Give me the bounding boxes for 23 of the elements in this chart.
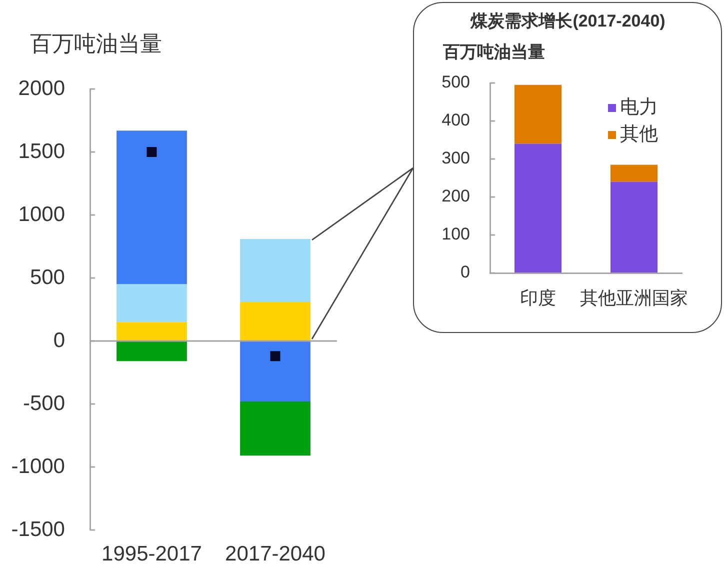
y-axis-title: 百万吨油当量 bbox=[30, 31, 162, 56]
x-tick-label: 1995-2017 bbox=[102, 542, 202, 566]
y-tick-label: -500 bbox=[22, 392, 65, 415]
y-axis-title: 百万吨油当量 bbox=[442, 42, 545, 62]
y-tick-label: -1000 bbox=[11, 454, 65, 478]
legend-label: 其他 bbox=[620, 124, 658, 146]
y-tick-label: 400 bbox=[442, 110, 470, 130]
legend-label: 电力 bbox=[620, 97, 658, 118]
y-tick-label: 1000 bbox=[18, 202, 65, 226]
y-tick-label: 500 bbox=[30, 266, 65, 289]
y-tick-label: 0 bbox=[53, 328, 65, 352]
x-tick-label: 其他亚洲国家 bbox=[580, 288, 688, 308]
x-tick-label: 印度 bbox=[520, 288, 556, 308]
chart-title: 煤炭需求增长(2017-2040) bbox=[470, 12, 666, 31]
y-tick-label: 100 bbox=[442, 224, 470, 244]
y-tick-label: -1500 bbox=[11, 518, 65, 541]
y-tick-label: 300 bbox=[442, 148, 470, 168]
y-tick-label: 200 bbox=[442, 186, 470, 206]
y-tick-label: 0 bbox=[460, 262, 470, 282]
y-tick-label: 500 bbox=[442, 72, 470, 92]
y-tick-label: 2000 bbox=[18, 76, 65, 100]
y-tick-label: 1500 bbox=[18, 140, 65, 163]
x-tick-label: 2017-2040 bbox=[225, 542, 326, 566]
